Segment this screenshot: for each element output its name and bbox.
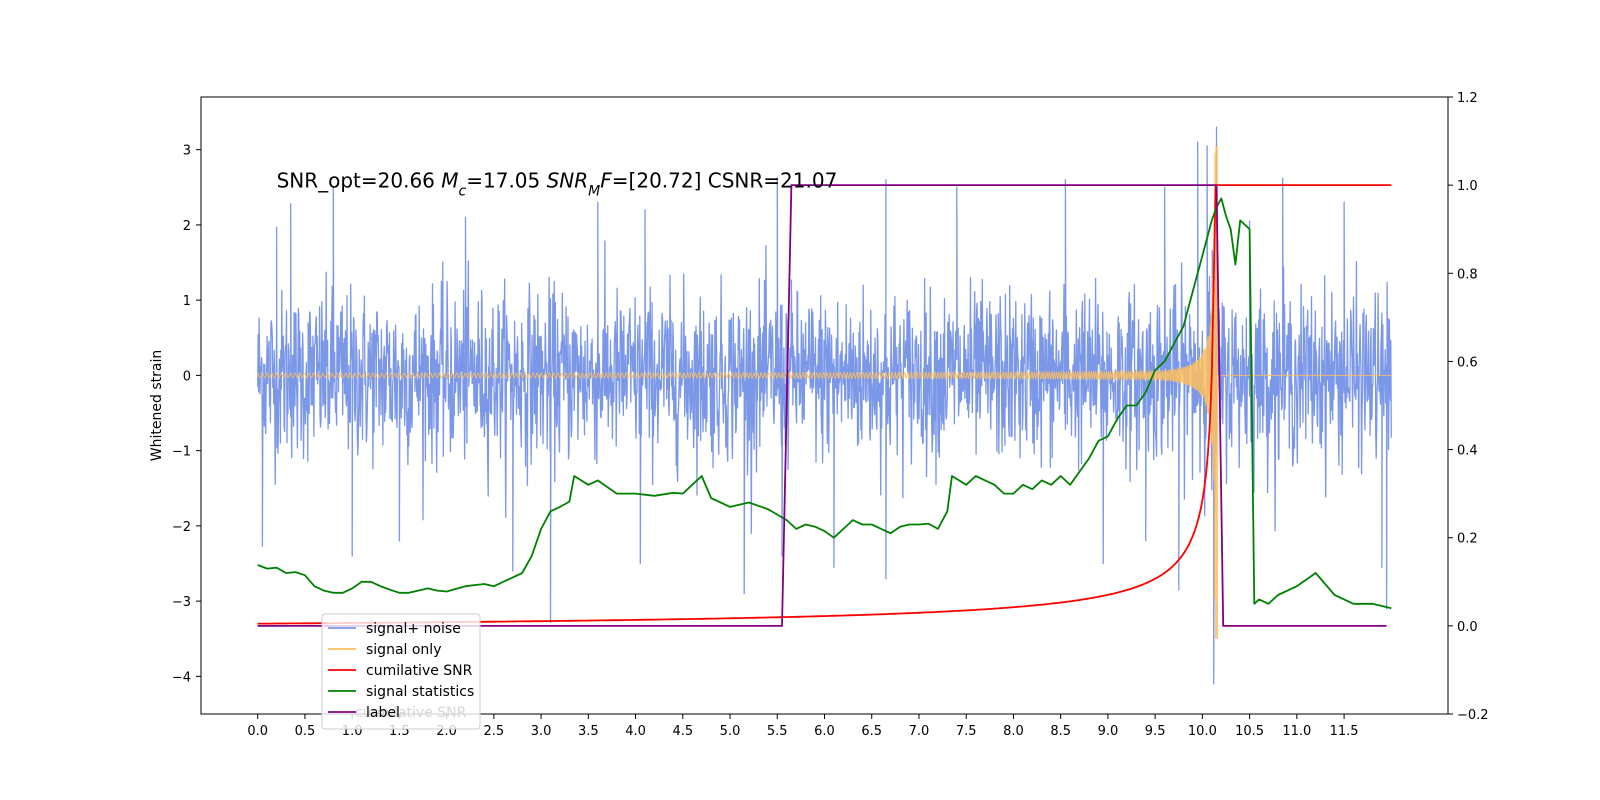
- x-tick-label: 9.0: [1098, 724, 1119, 739]
- x-tick-label: 8.0: [1003, 724, 1024, 739]
- legend-label: signal+ noise: [366, 621, 461, 637]
- y-axis-right: 1.2 1.0 0.8 0.6 0.4 0.2 0.0 −0.2: [1448, 91, 1489, 723]
- y-right-tick-label: 0.4: [1457, 444, 1478, 459]
- x-tick-label: 4.0: [625, 724, 646, 739]
- legend-box: [321, 613, 481, 730]
- y-left-tick-label: 3: [183, 144, 191, 159]
- x-tick-label: 7.0: [909, 724, 930, 739]
- x-axis: 0.0 0.5 1.0 1.5 2.0 2.5 3.0 3.5 4.0 4.5 5.0 5.5 6.0 6…: [247, 714, 1359, 739]
- y-left-tick-label: 0: [183, 369, 191, 384]
- x-tick-label: 10.0: [1188, 724, 1217, 739]
- x-tick-label: 5.0: [720, 724, 741, 739]
- y-axis-label: Whitened strain: [149, 350, 165, 461]
- y-left-tick-label: −2: [172, 520, 191, 535]
- legend: cumulative SNR signal+ noise signal only cu…: [321, 613, 481, 730]
- annotation-part: F: [600, 168, 612, 192]
- chart-annotation: SNR_opt=20.66 Mc=17.05 SNRMF=[20.72] CSN…: [277, 168, 838, 199]
- legend-label: label: [366, 705, 400, 721]
- series-signal-only-line: [257, 145, 1392, 639]
- x-tick-label: 7.5: [956, 724, 977, 739]
- annotation-part: c: [459, 183, 467, 199]
- annotation-part: M: [588, 183, 600, 199]
- legend-label: signal statistics: [366, 684, 474, 700]
- y-right-tick-label: 0.2: [1457, 532, 1478, 547]
- x-tick-label: 6.0: [814, 724, 835, 739]
- y-right-tick-label: 1.2: [1457, 91, 1478, 106]
- x-tick-label: 10.5: [1235, 724, 1264, 739]
- x-tick-label: 3.5: [578, 724, 599, 739]
- x-tick-label: 3.0: [531, 724, 552, 739]
- y-left-tick-label: −4: [172, 670, 191, 685]
- x-tick-label: 0.5: [295, 724, 316, 739]
- legend-label: cumilative SNR: [366, 663, 473, 679]
- x-tick-label: 9.5: [1145, 724, 1166, 739]
- annotation-part: SNR_opt=20.66: [277, 168, 442, 192]
- y-right-tick-label: 0.8: [1457, 267, 1478, 282]
- x-tick-label: 11.5: [1330, 724, 1359, 739]
- y-right-tick-label: 1.0: [1457, 179, 1478, 194]
- y-left-tick-label: 1: [183, 294, 191, 309]
- y-left-tick-label: −1: [172, 445, 191, 460]
- annotation-part: =[20.72] CSNR=21.07: [612, 168, 838, 192]
- x-tick-label: 4.5: [672, 724, 693, 739]
- legend-background-text: cumulative SNR: [355, 705, 467, 721]
- y-right-tick-label: 0.6: [1457, 355, 1478, 370]
- legend-label: signal only: [366, 642, 441, 658]
- x-tick-label: 11.0: [1282, 724, 1311, 739]
- series-label-line: [257, 184, 1387, 627]
- y-right-tick-label: 0.0: [1457, 620, 1478, 635]
- x-tick-label: 2.5: [484, 724, 505, 739]
- series-signal-statistics-line: [257, 197, 1392, 610]
- annotation-part: SNR: [547, 168, 589, 192]
- y-left-tick-label: −3: [172, 595, 191, 610]
- x-tick-label: 8.5: [1050, 724, 1071, 739]
- y-right-tick-label: −0.2: [1457, 708, 1489, 723]
- y-left-tick-label: 2: [183, 219, 191, 234]
- y-axis-left: 3 2 1 0 −1 −2 −3 −4: [172, 144, 201, 685]
- annotation-part: =17.05: [466, 168, 546, 192]
- x-tick-label: 0.0: [247, 724, 268, 739]
- series-signal-plus-noise-line: [257, 126, 1392, 685]
- x-tick-label: 5.5: [767, 724, 788, 739]
- annotation-part: M: [441, 168, 458, 192]
- x-tick-label: 6.5: [861, 724, 882, 739]
